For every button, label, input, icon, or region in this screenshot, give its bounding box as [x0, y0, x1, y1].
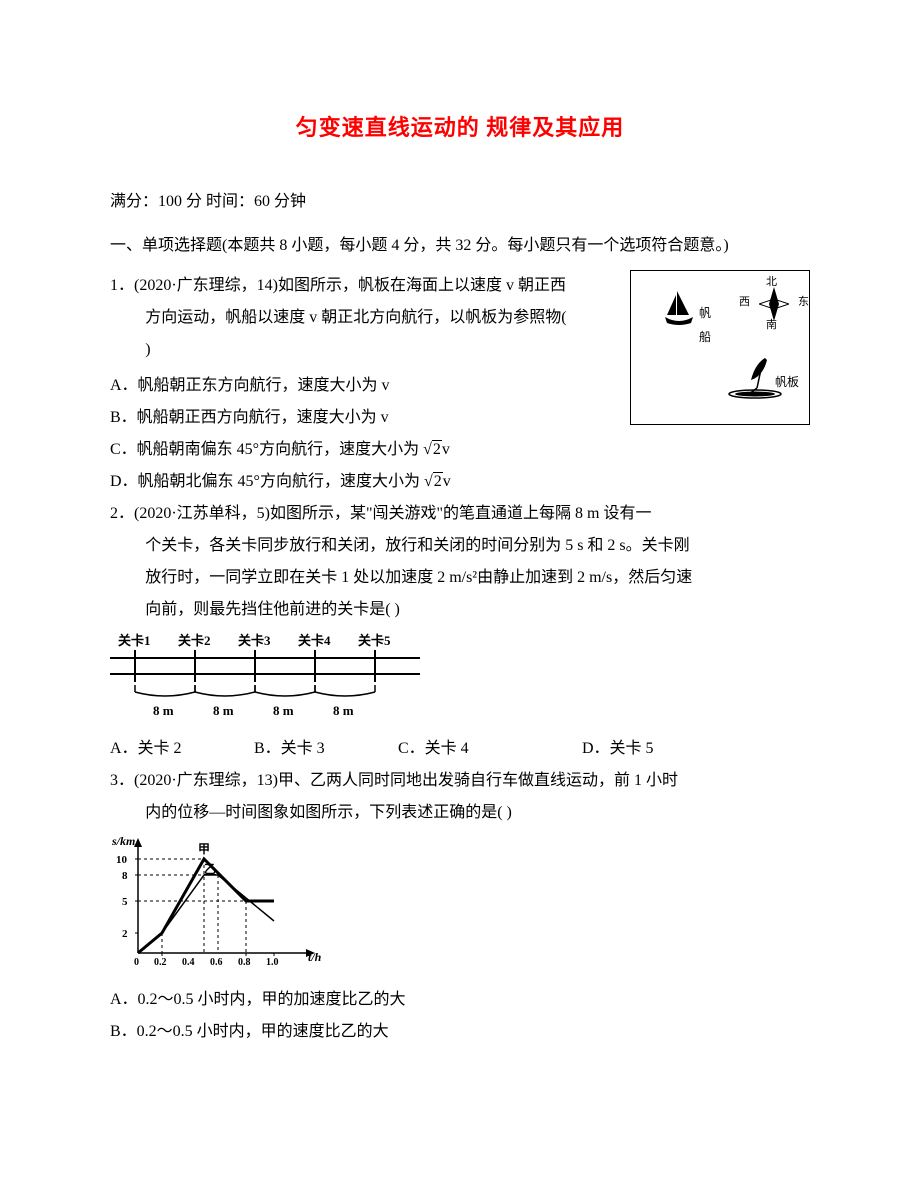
compass-east: 东 — [798, 297, 809, 308]
meta-line: 满分：100 分 时间：60 分钟 — [110, 186, 810, 218]
q2-line3: 放行时，一同学立即在关卡 1 处以加速度 2 m/s²由静止加速到 2 m/s，… — [110, 562, 810, 594]
series-jia: 甲 — [198, 842, 210, 856]
q2-line1: 2．(2020·江苏单科，5)如图所示，某"闯关游戏"的笔直通道上每隔 8 m … — [110, 498, 810, 530]
svg-text:0.2: 0.2 — [154, 957, 167, 968]
svg-text:8: 8 — [122, 870, 128, 882]
compass-icon: 北 南 西 东 — [749, 279, 799, 329]
svg-text:10: 10 — [116, 854, 128, 866]
dist-4: 8 m — [333, 703, 354, 718]
q2-line2: 个关卡，各关卡同步放行和关闭，放行和关闭的时间分别为 5 s 和 2 s。关卡刚 — [110, 530, 810, 562]
q2-figure: 关卡1 关卡2 关卡3 关卡4 关卡5 8 m 8 m 8 m 8 m — [110, 630, 810, 725]
svg-text:5: 5 — [122, 896, 128, 908]
board-label: 帆板 — [775, 370, 799, 394]
q3-line2: 内的位移—时间图象如图所示，下列表述正确的是( ) — [110, 797, 810, 829]
q3-line1: 3．(2020·广东理综，13)甲、乙两人同时同地出发骑自行车做直线运动，前 1… — [110, 765, 810, 797]
sqrt-icon: √2 — [424, 472, 443, 490]
gate1-label: 关卡1 — [118, 633, 151, 648]
q3-figure: s/km t/h 10 8 5 2 0 0.2 0.4 0.6 0.8 1.0 — [110, 833, 810, 978]
q1-line3: ) — [110, 334, 610, 366]
gate5-label: 关卡5 — [358, 633, 391, 648]
q1-line2: 方向运动，帆船以速度 v 朝正北方向航行，以帆板为参照物( — [110, 302, 610, 334]
q3-option-b: B．0.2～0.5 小时内，甲的速度比乙的大 — [110, 1016, 810, 1048]
q1-figure: 北 南 西 东 帆船 帆板 — [630, 270, 810, 425]
dist-2: 8 m — [213, 703, 234, 718]
q3-option-a: A．0.2～0.5 小时内，甲的加速度比乙的大 — [110, 984, 810, 1016]
doc-title: 匀变速直线运动的 规律及其应用 — [110, 110, 810, 142]
section-1-heading: 一、单项选择题(本题共 8 小题，每小题 4 分，共 32 分。每小题只有一个选… — [110, 230, 810, 262]
q2-line4: 向前，则最先挡住他前进的关卡是( ) — [110, 594, 810, 626]
q2-option-b: B．关卡 3 — [254, 733, 394, 765]
q1-option-d: D．帆船朝北偏东 45°方向航行，速度大小为 √2v — [110, 466, 810, 498]
sailboard-icon: 帆板 — [727, 354, 797, 408]
q2-option-d: D．关卡 5 — [582, 733, 702, 765]
svg-text:0.4: 0.4 — [182, 957, 195, 968]
sqrt-icon: √2 — [423, 440, 442, 458]
svg-text:0.8: 0.8 — [238, 957, 251, 968]
compass-south: 南 — [766, 320, 777, 331]
q1-line1: 1．(2020·广东理综，14)如图所示，帆板在海面上以速度 v 朝正西 — [110, 270, 610, 302]
svg-text:1.0: 1.0 — [266, 957, 279, 968]
gate4-label: 关卡4 — [298, 633, 331, 648]
compass-svg — [759, 287, 789, 321]
q2-option-a: A．关卡 2 — [110, 733, 250, 765]
q1-option-c: C．帆船朝南偏东 45°方向航行，速度大小为 √2v — [110, 434, 810, 466]
svg-text:0.6: 0.6 — [210, 957, 223, 968]
question-2: 2．(2020·江苏单科，5)如图所示，某"闯关游戏"的笔直通道上每隔 8 m … — [110, 498, 810, 626]
dist-1: 8 m — [153, 703, 174, 718]
q2-options: A．关卡 2 B．关卡 3 C．关卡 4 D．关卡 5 — [110, 733, 810, 765]
q2-option-c: C．关卡 4 — [398, 733, 578, 765]
gate2-label: 关卡2 — [178, 633, 211, 648]
q3-options: A．0.2～0.5 小时内，甲的加速度比乙的大 B．0.2～0.5 小时内，甲的… — [110, 984, 810, 1048]
compass-west: 西 — [739, 297, 750, 308]
question-3: 3．(2020·广东理综，13)甲、乙两人同时同地出发骑自行车做直线运动，前 1… — [110, 765, 810, 829]
dist-3: 8 m — [273, 703, 294, 718]
yaxis-label: s/km — [111, 834, 135, 848]
question-1: 1．(2020·广东理综，14)如图所示，帆板在海面上以速度 v 朝正西 方向运… — [110, 270, 810, 366]
svg-text:2: 2 — [122, 928, 128, 940]
series-yi: 乙 — [204, 862, 216, 876]
svg-text:0: 0 — [134, 957, 139, 968]
sailboat-icon: 帆船 — [659, 289, 699, 335]
boat-label: 帆船 — [699, 301, 711, 349]
gate3-label: 关卡3 — [238, 633, 271, 648]
